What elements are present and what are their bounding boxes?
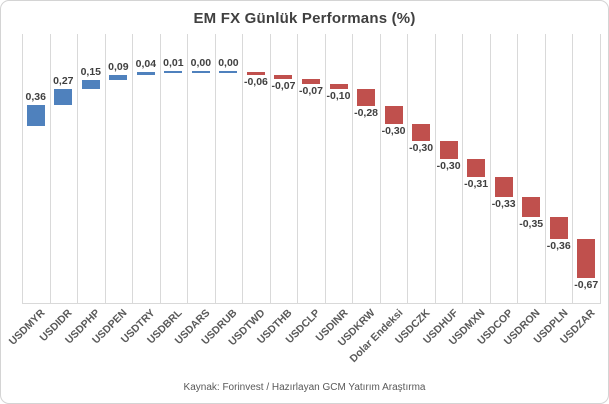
gridline <box>435 34 436 304</box>
gridline <box>22 34 23 304</box>
value-label: -0,67 <box>574 279 599 292</box>
gridline <box>572 34 573 304</box>
value-label: 0,09 <box>108 60 129 73</box>
waterfall-bar-USDIDR <box>54 88 73 105</box>
waterfall-bar-USDPHP <box>81 79 100 89</box>
waterfall-bar-USDZAR <box>577 238 596 279</box>
waterfall-bar-USDTRY <box>136 72 155 75</box>
value-label: -0,36 <box>546 239 571 252</box>
value-label: -0,30 <box>381 124 406 137</box>
waterfall-bar-USDRUB <box>219 70 238 73</box>
value-label: -0,30 <box>409 142 434 155</box>
waterfall-bar-USDKRW <box>357 89 376 106</box>
waterfall-bar-USDMXN <box>467 158 486 178</box>
value-label: -0,33 <box>491 197 516 210</box>
value-label: 0,27 <box>53 74 74 87</box>
gridline <box>600 34 601 304</box>
waterfall-bar-USDTWD <box>246 71 265 76</box>
gridline <box>462 34 463 304</box>
gridline <box>380 34 381 304</box>
value-label: -0,35 <box>519 218 544 231</box>
gridline <box>242 34 243 304</box>
gridline <box>215 34 216 304</box>
gridline <box>77 34 78 304</box>
waterfall-bar-USDPLN <box>549 217 568 239</box>
value-label: 0,01 <box>163 57 184 70</box>
gridline <box>132 34 133 304</box>
chart-title: EM FX Günlük Performans (%) <box>193 10 416 27</box>
waterfall-bar-USDMYR <box>26 104 45 126</box>
gridline <box>270 34 271 304</box>
x-axis-labels: USDMYR USDIDR USDPHP USDPEN USDTRY USDBRL USDA… <box>7 307 600 369</box>
gridline <box>160 34 161 304</box>
gridline <box>105 34 106 304</box>
waterfall-bar-USDRON <box>522 196 541 218</box>
value-label: 0,04 <box>135 58 157 71</box>
value-label: -0,07 <box>299 84 323 97</box>
source-caption: Kaynak: Forinvest / Hazırlayan GCM Yatır… <box>183 382 426 393</box>
value-label: 0,00 <box>218 56 239 69</box>
waterfall-bar-USDCOP <box>494 177 513 197</box>
gridline <box>297 34 298 304</box>
gridline <box>325 34 326 304</box>
value-label: 0,15 <box>80 65 102 78</box>
gridline <box>490 34 491 304</box>
gridline <box>187 34 188 304</box>
value-label: -0,30 <box>436 159 461 172</box>
waterfall-bar-USDARS <box>191 70 210 73</box>
value-label: -0,28 <box>354 106 379 119</box>
value-label: -0,10 <box>326 90 351 103</box>
waterfall-bar-USDBRL <box>164 71 183 74</box>
gridline <box>407 34 408 304</box>
x-axis-line <box>22 303 600 304</box>
x-tick-label-USDMYR: USDMYR <box>6 307 48 348</box>
value-label: -0,06 <box>243 76 268 89</box>
value-label: -0,07 <box>271 80 296 93</box>
value-label: -0,31 <box>464 178 489 191</box>
waterfall-bar-USDCLP <box>302 79 320 84</box>
gridline <box>352 34 353 304</box>
waterfall-bar-USDCZK <box>412 123 431 142</box>
waterfall-bar-Dolar Endeksi <box>384 105 403 124</box>
waterfall-bar-USDPEN <box>109 74 128 80</box>
gridline <box>517 34 518 304</box>
gridline <box>545 34 546 304</box>
value-label: 0,36 <box>25 90 46 103</box>
waterfall-bar-USDHUF <box>439 141 458 159</box>
gridline <box>50 34 51 304</box>
waterfall-bar-USDTHB <box>274 75 293 80</box>
waterfall-bar-USDINR <box>329 83 348 90</box>
value-label: 0,00 <box>190 56 212 69</box>
plot-area: 0,36 0,27 0,15 0,09 0,04 0,01 0,00 0,00 -0,06 -0,… <box>22 34 601 304</box>
